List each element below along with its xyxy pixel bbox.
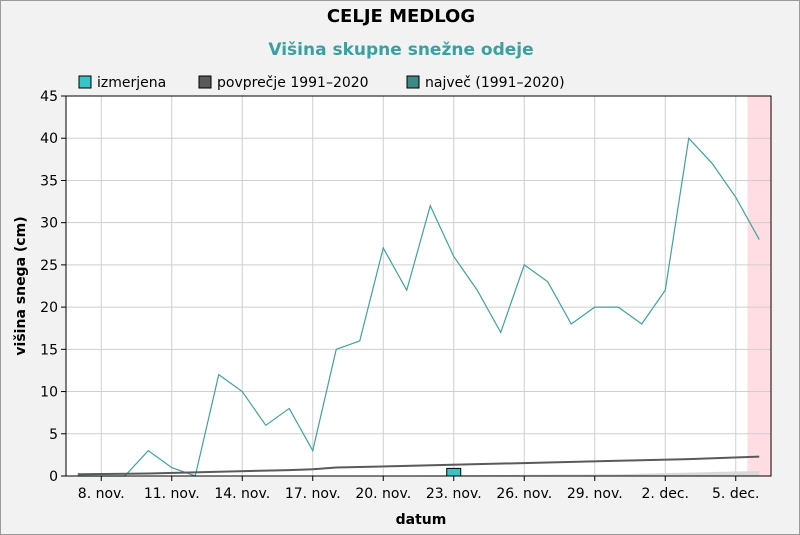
legend-label: največ (1991–2020) bbox=[425, 75, 565, 91]
series-marker bbox=[446, 467, 462, 477]
y-tick-label: 45 bbox=[40, 89, 58, 105]
legend-swatch bbox=[198, 75, 212, 89]
chart-legend: izmerjena povprečje 1991–2020 največ (1991… bbox=[78, 75, 565, 91]
plot-background bbox=[66, 96, 771, 476]
y-tick-label: 40 bbox=[40, 131, 58, 147]
y-axis-label: višina snega (cm) bbox=[13, 216, 29, 355]
y-tick-label: 15 bbox=[40, 342, 58, 358]
x-tick-label: 14. nov. bbox=[214, 486, 270, 502]
x-tick-label: 20. nov. bbox=[355, 486, 411, 502]
highlight-region bbox=[747, 96, 771, 476]
plot-border bbox=[65, 95, 772, 477]
chart-title: CELJE MEDLOG bbox=[327, 6, 475, 27]
x-tick-label: 26. nov. bbox=[496, 486, 552, 502]
y-tick-label: 0 bbox=[49, 469, 58, 485]
x-tick-label: 5. dec. bbox=[712, 486, 759, 502]
y-tick-label: 20 bbox=[40, 300, 58, 316]
x-tick-label: 29. nov. bbox=[567, 486, 623, 502]
series-line-measured bbox=[77, 136, 760, 477]
series-line-average bbox=[77, 455, 760, 476]
legend-swatch bbox=[78, 75, 92, 89]
x-tick-label: 2. dec. bbox=[642, 486, 689, 502]
y-tick-label: 30 bbox=[40, 216, 58, 232]
y-tick-label: 35 bbox=[40, 173, 58, 189]
y-tick-label: 10 bbox=[40, 385, 58, 401]
x-tick-label: 23. nov. bbox=[426, 486, 482, 502]
x-tick-label: 11. nov. bbox=[144, 486, 200, 502]
legend-swatch bbox=[406, 75, 420, 89]
legend-label: izmerjena bbox=[97, 75, 166, 91]
legend-label: povprečje 1991–2020 bbox=[217, 75, 369, 91]
x-tick-label: 8. nov. bbox=[78, 486, 125, 502]
baseline-band bbox=[77, 470, 760, 476]
chart-subtitle: Višina skupne snežne odeje bbox=[268, 40, 533, 60]
y-tick-label: 25 bbox=[40, 258, 58, 274]
x-tick-label: 17. nov. bbox=[285, 486, 341, 502]
x-axis-label: datum bbox=[396, 512, 447, 528]
y-tick-label: 5 bbox=[49, 427, 58, 443]
plot-area: 0 5 10 15 20 25 30 35 40 45 8. nov. 11. nov. 14. nov… bbox=[40, 89, 772, 502]
